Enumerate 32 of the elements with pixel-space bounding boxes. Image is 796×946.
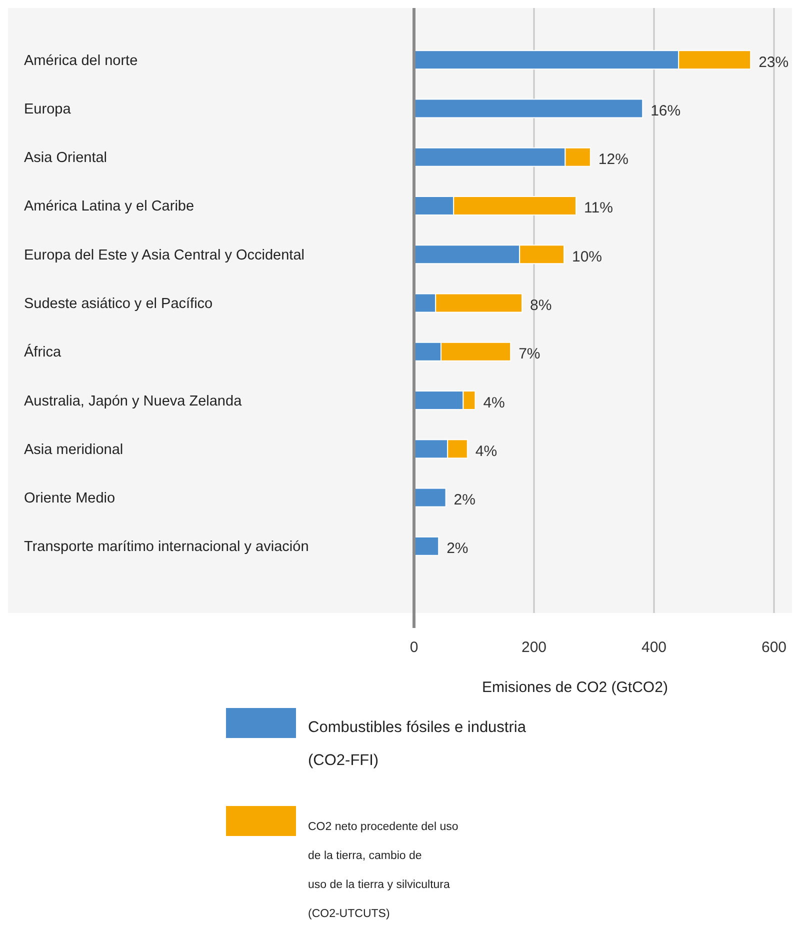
bar [414,98,644,118]
bar [414,536,440,556]
y-tick-label: América del norte [24,52,138,69]
annotation: 2% [454,492,476,509]
x-tick-label: 200 [521,639,547,656]
annotation: 7% [518,346,540,363]
annotation: 4% [475,442,498,460]
y-tick-label: África [24,344,62,361]
y-tick-label: Asia meridional [24,442,124,458]
y-tick-label: Europa [24,101,72,118]
annotation: 16% [650,102,681,120]
y-tick-label: Europa del Este y Asia Central y Occidental [24,247,304,264]
y-tick-label: América Latina y el Caribe [24,198,194,215]
text: CO2 neto procedente del uso de la tierra, cambio de uso de la tierra y silvicultura (CO2-UTCUTS) [308,821,458,920]
y-tick-label: Australia, Japón y Nueva Zelanda [24,393,243,410]
annotation: 8% [530,297,552,314]
x-tick-label: 600 [761,639,787,656]
legend-label: Combustibles fósiles e industria (CO2-FFI) [308,719,526,769]
annotation: 23% [758,54,789,71]
y-tick-label: Asia Oriental [24,150,108,166]
annotation: 10% [572,248,602,266]
y-tick-label: Transporte marítimo internacional y aviación [24,539,309,556]
annotation: 11% [584,200,613,217]
y-tick-label: Oriente Medio [24,490,116,507]
annotation: 2% [446,540,468,558]
x-tick-label: 0 [410,639,418,656]
x-axis-title: Emisiones de CO2 (GtCO2) [482,679,668,696]
y-tick-label: Sudeste asiático y el Pacífico [24,296,213,312]
x-tick-label: 400 [641,639,667,656]
annotation: 4% [483,394,505,412]
annotation: 12% [598,151,628,168]
bar [414,488,446,508]
